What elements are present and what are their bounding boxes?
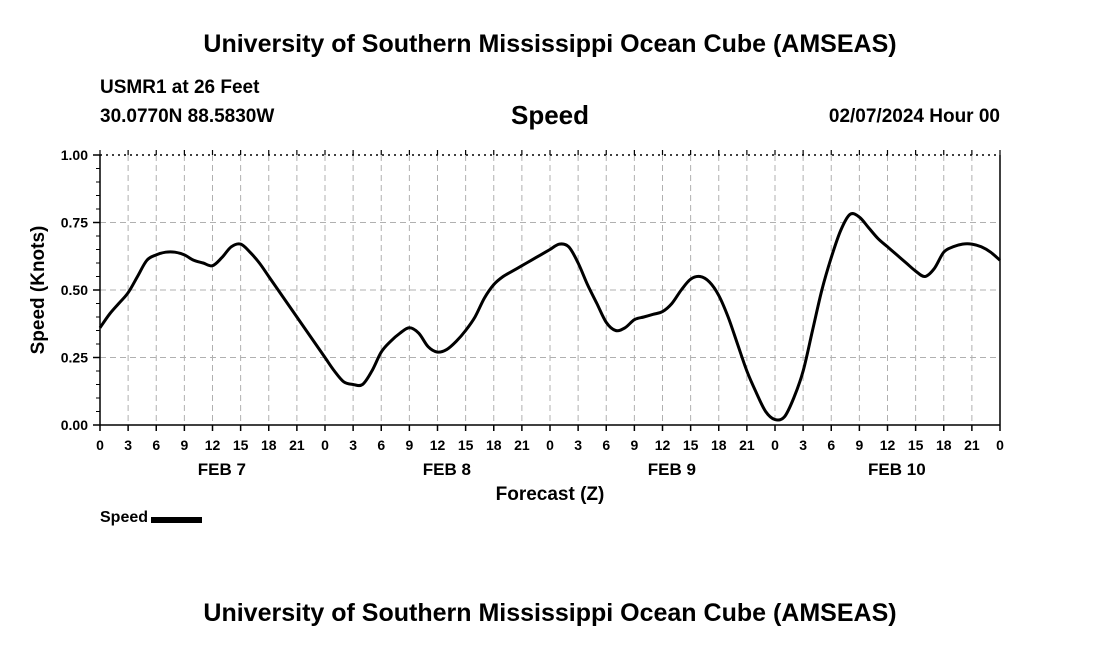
y-tick-label: 0.25 — [61, 350, 88, 366]
x-tick-label: 3 — [124, 437, 132, 453]
x-tick-label: 0 — [771, 437, 779, 453]
x-tick-label: 18 — [711, 437, 727, 453]
x-tick-label: 12 — [655, 437, 671, 453]
legend-label: Speed — [100, 509, 149, 526]
x-tick-label: 3 — [574, 437, 582, 453]
x-tick-label: 21 — [514, 437, 530, 453]
x-tick-label: 0 — [996, 437, 1004, 453]
y-tick-label: 0.50 — [61, 282, 88, 298]
x-tick-label: 18 — [486, 437, 502, 453]
x-tick-label: 12 — [205, 437, 221, 453]
x-tick-label: 15 — [233, 437, 249, 453]
x-axis-label: Forecast (Z) — [496, 484, 605, 505]
y-axis-label: Speed (Knots) — [28, 226, 49, 355]
x-tick-label: 15 — [908, 437, 924, 453]
x-tick-label: 15 — [683, 437, 699, 453]
y-tick-label: 0.75 — [61, 215, 88, 231]
x-tick-label: 12 — [880, 437, 896, 453]
x-tick-label: 21 — [739, 437, 755, 453]
x-tick-label: 3 — [349, 437, 357, 453]
station-label: USMR1 at 26 Feet — [100, 77, 260, 98]
x-tick-label: 6 — [602, 437, 610, 453]
x-tick-label: 18 — [936, 437, 952, 453]
day-label: FEB 10 — [868, 460, 926, 479]
coordinates-label: 30.0770N 88.5830W — [100, 106, 275, 127]
x-tick-label: 3 — [799, 437, 807, 453]
day-label: FEB 9 — [648, 460, 696, 479]
x-tick-label: 12 — [430, 437, 446, 453]
x-tick-label: 15 — [458, 437, 474, 453]
x-tick-label: 18 — [261, 437, 277, 453]
x-tick-label: 0 — [321, 437, 329, 453]
chart-heading: Speed — [510, 100, 590, 130]
x-tick-label: 21 — [964, 437, 980, 453]
y-tick-label: 0.00 — [61, 417, 88, 433]
x-tick-label: 6 — [377, 437, 385, 453]
x-tick-label: 0 — [546, 437, 554, 453]
forecast-datetime: 02/07/2024 Hour 00 — [828, 106, 1000, 127]
series-line-speed — [98, 212, 1001, 422]
x-tick-label: 9 — [180, 437, 188, 453]
x-tick-label: 0 — [96, 437, 104, 453]
x-tick-label: 9 — [855, 437, 863, 453]
day-label: FEB 7 — [198, 460, 246, 479]
legend: Speed — [100, 509, 203, 527]
x-tick-label: 21 — [289, 437, 305, 453]
x-tick-label: 9 — [630, 437, 638, 453]
x-tick-label: 6 — [152, 437, 160, 453]
footer-title: University of Southern Mississippi Ocean… — [203, 599, 897, 627]
y-tick-label: 1.00 — [61, 147, 88, 163]
legend-swatch — [151, 516, 203, 523]
day-label: FEB 8 — [423, 460, 471, 479]
page-title: University of Southern Mississippi Ocean… — [203, 30, 897, 58]
x-tick-label: 6 — [827, 437, 835, 453]
x-tick-label: 9 — [405, 437, 413, 453]
